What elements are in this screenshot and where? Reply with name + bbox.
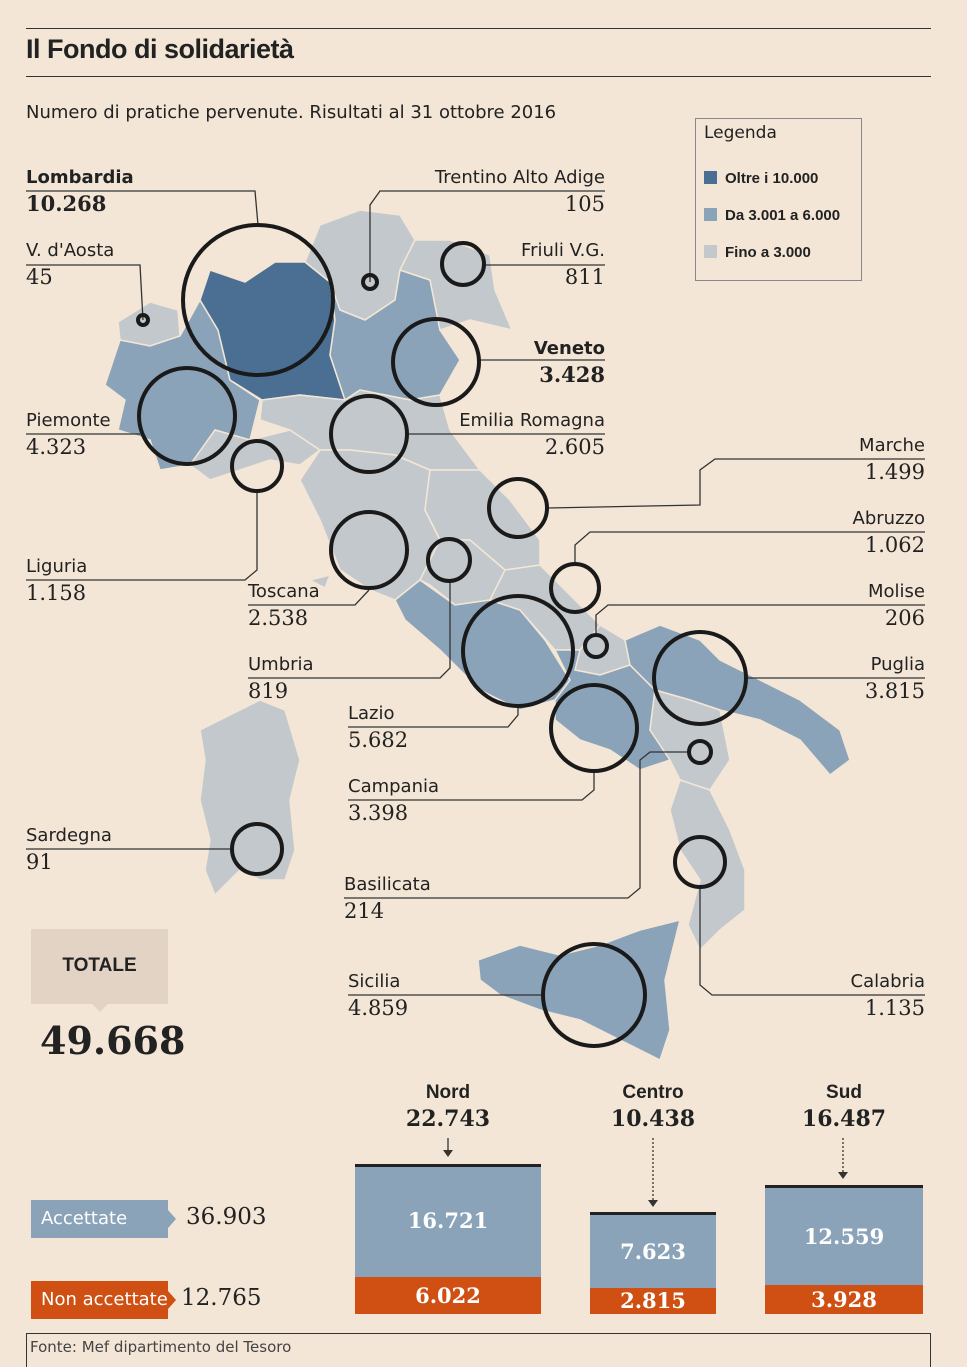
bar-sud-non-accettate: 3.928: [765, 1285, 923, 1314]
label-molise: Molise 206: [868, 581, 925, 630]
leader-liguria: [26, 492, 258, 581]
label-emilia: Emilia Romagna 2.605: [459, 410, 605, 459]
label-lombardia: Lombardia 10.268: [26, 167, 134, 216]
area-title-sud: Sud 16.487: [801, 1082, 887, 1132]
circle-sicilia: [541, 942, 647, 1048]
circle-lombardia: [181, 223, 335, 377]
region-sicilia: [477, 918, 682, 1062]
leader-vaosta: [26, 264, 144, 321]
label-vaosta: V. d'Aosta 45: [26, 240, 115, 289]
area-title-centro: Centro 10.438: [610, 1082, 696, 1132]
circle-molise: [583, 633, 609, 659]
region-veneto: [329, 269, 461, 402]
circle-basilicata: [687, 739, 713, 765]
circle-calabria: [673, 835, 727, 889]
source-note: Fonte: Mef dipartimento del Tesoro: [30, 1338, 292, 1356]
legend-item-mid: Da 3.001 a 6.000: [704, 207, 840, 224]
leader-calabria: [699, 888, 925, 996]
region-sardegna: [199, 699, 301, 897]
non-accettate-tag: Non accettate: [31, 1281, 168, 1319]
circle-umbria: [426, 537, 472, 583]
label-trentino: Trentino Alto Adige 105: [434, 167, 605, 216]
circle-trentino: [361, 273, 379, 291]
accettate-tag: Accettate: [31, 1200, 168, 1238]
label-calabria: Calabria 1.135: [850, 971, 926, 1020]
circle-liguria: [230, 439, 284, 493]
leader-toscana: [248, 589, 370, 606]
circle-piemonte: [137, 366, 237, 466]
circle-emilia: [329, 394, 409, 474]
non-accettate-value: 12.765: [181, 1285, 262, 1311]
leader-lazio: [348, 706, 519, 728]
top-rule: [26, 28, 931, 29]
leader-marche: [547, 458, 925, 509]
circle-abruzzo: [549, 562, 601, 614]
legend-swatch-mid: [704, 208, 717, 221]
accettate-value: 36.903: [186, 1204, 267, 1230]
legend-swatch-low: [704, 245, 717, 258]
leader-molise: [595, 604, 925, 633]
legend-item-low: Fino a 3.000: [704, 244, 811, 261]
label-puglia: Puglia 3.815: [864, 654, 925, 703]
bar-centro-non-accettate: 2.815: [590, 1288, 716, 1314]
totale-box: [31, 929, 168, 1004]
leader-campania: [348, 772, 595, 801]
label-marche: Marche 1.499: [859, 435, 925, 484]
circle-lazio: [461, 594, 575, 708]
label-basilicata: Basilicata 214: [344, 874, 431, 923]
area-title-nord: Nord 22.743: [405, 1082, 491, 1132]
circle-campania: [549, 683, 639, 773]
leader-basilicata: [344, 751, 688, 899]
circle-friuli: [440, 241, 486, 287]
circle-marche: [487, 477, 549, 539]
page-title: Il Fondo di solidarietà: [26, 34, 294, 64]
title-rule: [26, 76, 931, 77]
label-abruzzo: Abruzzo 1.062: [852, 508, 925, 557]
bar-sud-accettate: 12.559: [765, 1185, 923, 1285]
legend-box: Legenda Oltre i 10.000 Da 3.001 a 6.000 …: [695, 118, 862, 281]
totale-value: 49.668: [40, 1018, 186, 1063]
legend-item-high: Oltre i 10.000: [704, 170, 818, 187]
region-calabria: [669, 779, 746, 952]
island-elba: [307, 573, 332, 590]
label-friuli: Friuli V.G. 811: [521, 240, 605, 289]
bar-nord-accettate: 16.721: [355, 1164, 541, 1277]
circle-sardegna: [230, 822, 284, 876]
label-liguria: Liguria 1.158: [26, 556, 88, 605]
legend-swatch-high: [704, 171, 717, 184]
label-veneto: Veneto 3.428: [533, 338, 605, 387]
circle-toscana: [329, 510, 409, 590]
label-toscana: Toscana 2.538: [248, 581, 320, 630]
circle-vaosta: [136, 313, 150, 327]
label-sicilia: Sicilia 4.859: [348, 971, 409, 1020]
legend-title: Legenda: [704, 123, 777, 143]
bar-centro-accettate: 7.623: [590, 1212, 716, 1288]
label-lazio: Lazio 5.682: [348, 703, 409, 752]
circle-veneto: [391, 317, 481, 407]
subtitle: Numero di pratiche pervenute. Risultati …: [26, 102, 557, 123]
bar-nord-non-accettate: 6.022: [355, 1277, 541, 1314]
leader-umbria: [248, 582, 451, 679]
footer-left-edge: [26, 1333, 27, 1367]
label-piemonte: Piemonte 4.323: [26, 410, 111, 459]
leader-abruzzo: [574, 531, 925, 562]
circle-puglia: [652, 630, 748, 726]
footer-rule: [26, 1333, 931, 1334]
label-umbria: Umbria 819: [248, 654, 314, 703]
leader-trentino: [369, 190, 605, 282]
label-sardegna: Sardegna 91: [26, 825, 112, 874]
totale-label: TOTALE: [62, 955, 137, 976]
label-campania: Campania 3.398: [348, 776, 440, 825]
footer-right-edge: [930, 1333, 931, 1367]
leader-lombardia: [26, 190, 259, 226]
